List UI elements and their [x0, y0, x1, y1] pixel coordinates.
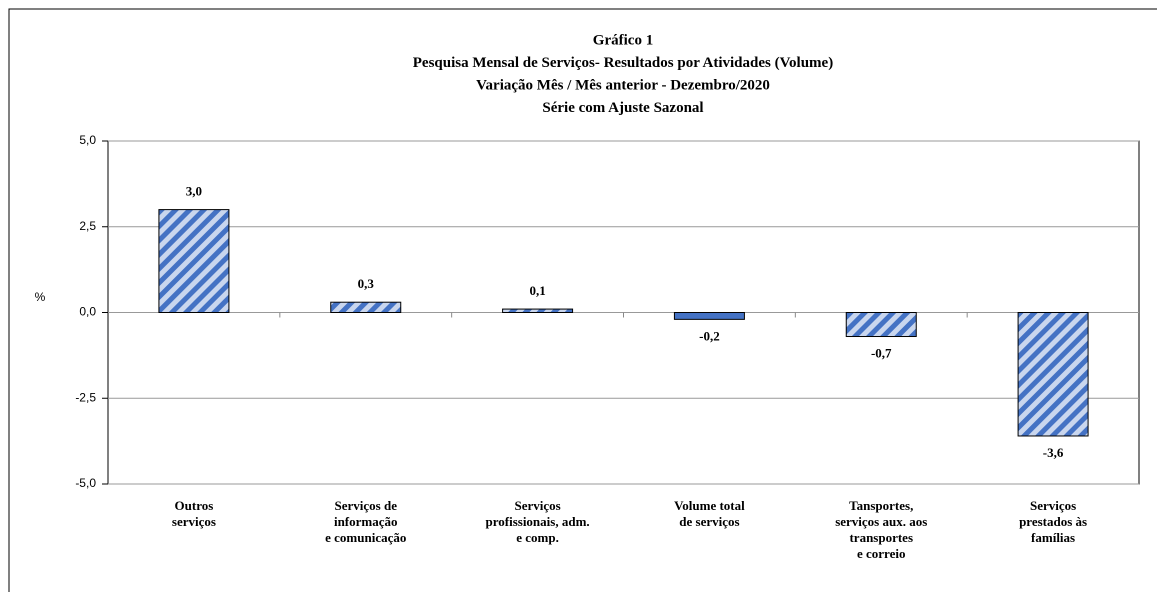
- x-tick-label: Tansportes,: [849, 498, 913, 513]
- x-tick-label: e comunicação: [325, 530, 406, 545]
- x-tick-label: famílias: [1031, 530, 1075, 545]
- bar: [845, 312, 917, 338]
- x-tick-label: serviços: [172, 514, 216, 529]
- x-tick-label: Volume total: [674, 498, 745, 513]
- x-tick-label: e correio: [857, 546, 905, 561]
- bar: [330, 301, 402, 313]
- x-tick-label: e comp.: [516, 530, 559, 545]
- x-tick-label: Serviços: [514, 498, 560, 513]
- x-tick-label: transportes: [849, 530, 913, 545]
- data-label: -3,6: [1043, 445, 1064, 460]
- x-tick-label: prestados às: [1019, 514, 1087, 529]
- y-axis-label: %: [35, 290, 46, 304]
- y-tick-label: 5,0: [79, 133, 96, 147]
- bar: [158, 209, 230, 314]
- y-tick-label: 0,0: [79, 305, 96, 319]
- data-label: 3,0: [186, 184, 202, 199]
- y-tick-label: -2,5: [75, 390, 96, 404]
- y-tick-label: 2,5: [79, 219, 96, 233]
- bar: [673, 312, 745, 320]
- data-label: 0,3: [358, 276, 375, 291]
- x-tick-label: serviços aux. aos: [835, 514, 927, 529]
- x-tick-label: Outros: [175, 498, 214, 513]
- chart-title: Série com Ajuste Sazonal: [542, 100, 703, 116]
- x-tick-label: de serviços: [679, 514, 739, 529]
- y-tick-label: -5,0: [75, 476, 96, 490]
- x-tick-label: informação: [334, 514, 398, 529]
- bar: [502, 308, 574, 314]
- data-label: 0,1: [529, 283, 545, 298]
- chart-title: Gráfico 1: [593, 32, 653, 48]
- chart-title: Variação Mês / Mês anterior - Dezembro/2…: [476, 77, 770, 93]
- x-tick-label: Serviços de: [335, 498, 398, 513]
- bar: [1017, 312, 1089, 437]
- x-tick-label: profissionais, adm.: [486, 514, 590, 529]
- chart-title: Pesquisa Mensal de Serviços- Resultados …: [413, 55, 833, 71]
- data-label: -0,7: [871, 345, 892, 360]
- x-tick-label: Serviços: [1030, 498, 1076, 513]
- data-label: -0,2: [699, 328, 720, 343]
